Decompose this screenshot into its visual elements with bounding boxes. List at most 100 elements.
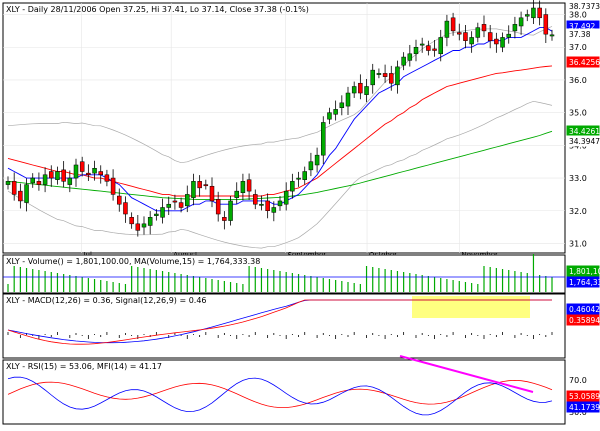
rsi-badge: 41.1739 bbox=[566, 401, 600, 413]
candle bbox=[30, 173, 35, 188]
candle bbox=[364, 78, 369, 103]
candle bbox=[98, 165, 103, 184]
price-tick-label: 37.0 bbox=[569, 43, 587, 52]
macd-badge: 0.358945 bbox=[566, 314, 600, 326]
price-badge: 34.3947 bbox=[566, 135, 600, 147]
svg-text:1,764,333: 1,764,333 bbox=[569, 278, 600, 287]
candle bbox=[531, 0, 536, 25]
price-tick-label: 38.0 bbox=[569, 11, 587, 20]
candle bbox=[389, 65, 394, 91]
volume-badge: 1,764,333 bbox=[566, 276, 600, 288]
svg-text:0.358945: 0.358945 bbox=[569, 316, 600, 325]
price-badge: 34.4261 bbox=[566, 125, 600, 137]
price-badge: 38.7373 bbox=[566, 0, 600, 12]
candle bbox=[135, 215, 141, 237]
candle bbox=[419, 37, 425, 53]
candle bbox=[345, 86, 351, 115]
candle bbox=[500, 32, 505, 53]
candle bbox=[42, 167, 48, 193]
candle bbox=[5, 176, 11, 190]
candle bbox=[86, 164, 91, 181]
rsi-badge: 53.0589 bbox=[566, 390, 600, 402]
candle bbox=[487, 25, 493, 49]
candle bbox=[67, 170, 73, 193]
candle bbox=[265, 193, 270, 219]
price-tick-label: 36.0 bbox=[569, 76, 587, 85]
candle bbox=[123, 196, 128, 223]
candle bbox=[197, 175, 202, 197]
macd-panel-title: XLY - MACD(12,26) = 0.36, Signal(12,26,9… bbox=[6, 296, 207, 305]
rsi-panel-title: XLY - RSI(15) = 53.06, MFI(14) = 41.17 bbox=[6, 362, 162, 371]
candle bbox=[73, 158, 79, 187]
candle bbox=[49, 165, 54, 187]
macd-signal-line bbox=[7, 299, 552, 345]
candle bbox=[117, 188, 122, 212]
candle bbox=[321, 116, 326, 164]
candle bbox=[209, 177, 215, 208]
mfi-line bbox=[7, 376, 553, 416]
candle bbox=[376, 68, 382, 79]
candle bbox=[203, 179, 209, 190]
svg-text:34.3947: 34.3947 bbox=[569, 137, 600, 146]
candle bbox=[512, 16, 518, 39]
upper-band-line bbox=[7, 26, 553, 164]
candle bbox=[494, 32, 499, 53]
candle bbox=[283, 182, 289, 211]
candle bbox=[178, 197, 184, 213]
candle bbox=[525, 9, 530, 22]
candle bbox=[296, 171, 301, 187]
candle bbox=[259, 195, 264, 211]
candle bbox=[537, 0, 542, 26]
candle bbox=[228, 196, 233, 226]
candle bbox=[129, 212, 134, 229]
candle bbox=[450, 12, 456, 36]
price-tick-label: 31.0 bbox=[569, 239, 587, 248]
candle bbox=[463, 25, 468, 49]
candle bbox=[104, 169, 110, 187]
candle bbox=[308, 152, 314, 177]
macd-badge: 0.460427 bbox=[566, 303, 600, 315]
candle bbox=[110, 169, 116, 201]
candle bbox=[18, 183, 23, 209]
candle bbox=[370, 63, 375, 94]
candle bbox=[444, 14, 450, 47]
candle bbox=[475, 22, 481, 43]
svg-text:38.7373: 38.7373 bbox=[569, 2, 600, 11]
rsi-tick-label: 70.0 bbox=[569, 376, 587, 385]
price-badge: 36.4256 bbox=[566, 56, 600, 68]
candle bbox=[401, 52, 406, 71]
macd-highlight-box bbox=[412, 296, 530, 318]
candle bbox=[154, 209, 159, 221]
candle bbox=[432, 40, 437, 57]
price-tick-label: 32.0 bbox=[569, 207, 587, 216]
svg-text:0.460427: 0.460427 bbox=[569, 305, 600, 314]
candle bbox=[24, 178, 29, 212]
candle bbox=[234, 182, 239, 204]
candle bbox=[160, 198, 165, 224]
candle bbox=[215, 191, 221, 222]
price-tick-label: 35.0 bbox=[569, 109, 587, 118]
candle bbox=[191, 173, 196, 206]
candle bbox=[395, 60, 400, 94]
ma-mid-line bbox=[7, 65, 553, 197]
candle bbox=[457, 23, 462, 41]
candle bbox=[92, 160, 97, 181]
candle bbox=[79, 156, 85, 177]
svg-text:41.1739: 41.1739 bbox=[569, 403, 600, 412]
price-tick-label: 33.0 bbox=[569, 174, 587, 183]
candle bbox=[351, 81, 357, 98]
candle bbox=[358, 74, 363, 100]
candle bbox=[185, 185, 190, 213]
candle bbox=[61, 161, 66, 188]
candle bbox=[506, 25, 511, 44]
candle bbox=[222, 211, 227, 230]
svg-text:34.4261: 34.4261 bbox=[569, 127, 600, 136]
candle bbox=[11, 172, 17, 201]
candle bbox=[426, 40, 431, 56]
rsi-trendline bbox=[399, 355, 534, 393]
svg-text:36.4256: 36.4256 bbox=[569, 58, 600, 67]
candle bbox=[518, 11, 524, 35]
price-panel-frame bbox=[2, 2, 566, 254]
candle bbox=[141, 216, 147, 235]
svg-text:37.492: 37.492 bbox=[569, 22, 595, 31]
